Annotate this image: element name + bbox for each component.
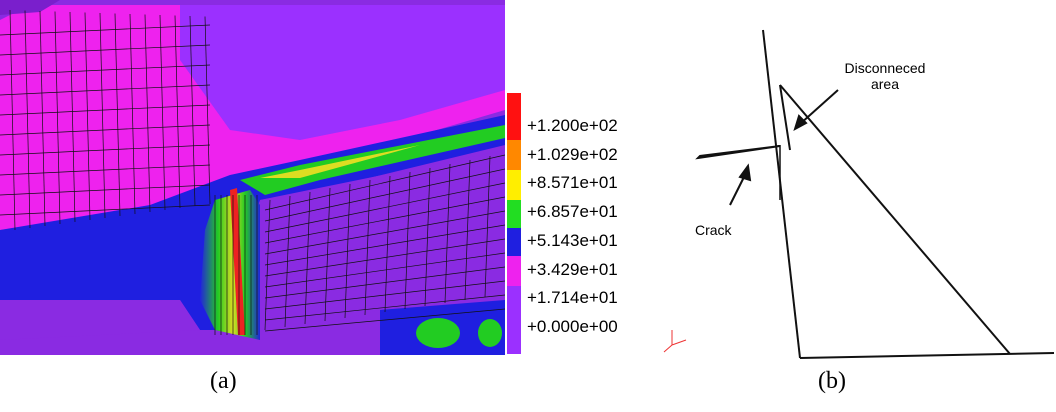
- caption: (b): [818, 368, 846, 395]
- annotation: Crack: [695, 222, 732, 238]
- legend-label: +1.029e+02: [527, 145, 618, 165]
- legend-label: +3.429e+01: [527, 260, 618, 280]
- legend-label: +0.000e+00: [527, 317, 618, 337]
- legend-label: +1.200e+02: [527, 116, 618, 136]
- legend-label: +5.143e+01: [527, 231, 618, 251]
- legend-label: +6.857e+01: [527, 202, 618, 222]
- annotation: Disconneced area: [835, 60, 935, 92]
- figure: Disconneced area Crack (a) (b) +1.200e+0…: [0, 0, 1056, 412]
- contour-plot: [0, 0, 505, 355]
- legend-bar: [507, 93, 521, 354]
- legend-label: +8.571e+01: [527, 173, 618, 193]
- legend-label: +1.714e+01: [527, 288, 618, 308]
- caption: (a): [210, 368, 237, 395]
